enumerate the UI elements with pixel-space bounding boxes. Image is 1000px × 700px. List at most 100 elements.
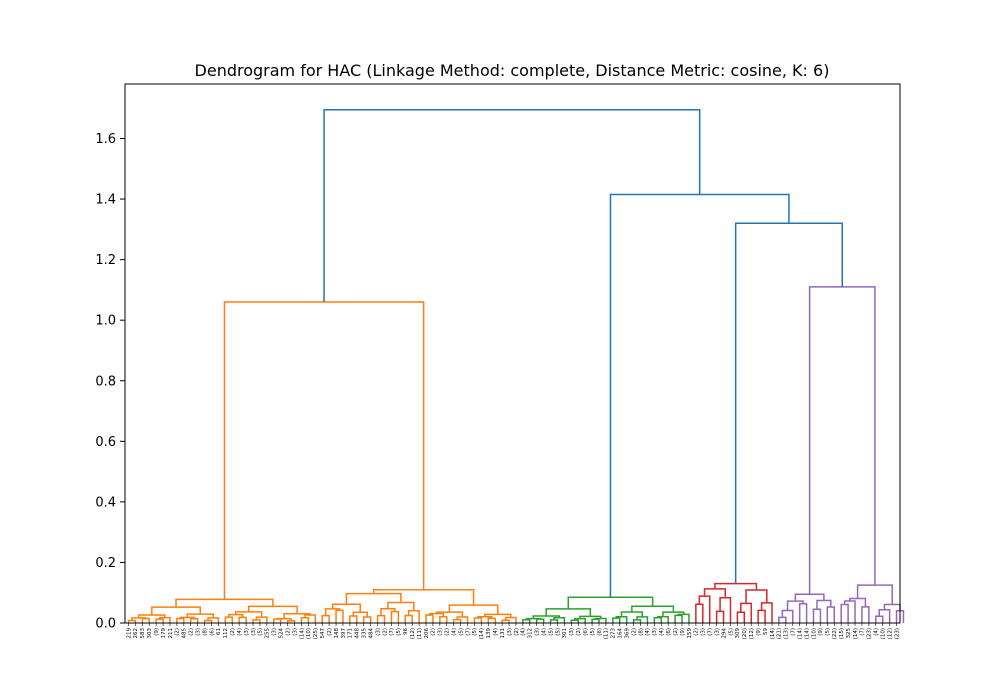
green-cluster-link [662,611,685,617]
orange-cluster-link [224,616,234,623]
leaf-label: (2) [230,628,236,636]
leaf-label: 547 [320,628,326,639]
leaf-label: (2) [445,628,451,636]
green-cluster-link [553,616,566,623]
leaf-label: 131 [500,628,506,639]
orange-cluster-link [203,619,213,623]
orange-cluster-link [207,617,220,623]
leaf-label: (4) [521,628,527,636]
leaf-label: (9) [154,628,160,636]
orange-cluster-link [387,601,415,611]
leaf-label: (4) [541,628,547,636]
leaf-label: (7) [708,628,714,636]
leaf-label: (12) [749,628,755,639]
purple-cluster-link [840,603,849,623]
purple-cluster-link [875,615,884,623]
leaf-label: (3) [251,628,257,636]
y-tick-label: 1.0 [95,314,116,329]
leaf-label: (4) [451,628,457,636]
leaf-label: (6) [209,628,215,636]
green-cluster-link [631,605,675,613]
green-cluster-link [522,618,531,623]
purple-cluster-link [826,606,836,623]
top-link-red-purple [734,222,844,584]
y-tick-label: 0.2 [95,556,116,571]
leaf-label: (4) [659,628,665,636]
orange-cluster-link [487,617,496,623]
leaf-label: (2) [382,628,388,636]
leaf-label: (13) [784,628,790,639]
leaf-label: 303 [147,628,153,639]
top-link-root [323,108,701,303]
orange-cluster-link [425,614,434,623]
leaf-label: 262 [133,628,139,639]
orange-cluster-link [439,616,448,623]
purple-cluster-link [781,609,794,623]
leaf-label: 335 [362,628,368,639]
red-cluster-link [715,610,725,623]
purple-cluster-link [878,608,891,623]
orange-cluster-link [428,612,445,617]
purple-cluster-link [816,599,832,610]
orange-cluster-link [345,592,402,605]
orange-cluster-link [273,618,282,623]
dendrogram-links [127,108,905,623]
leaf-label: (3) [375,628,381,636]
orange-cluster-link [141,617,150,623]
y-tick-label: 1.2 [95,253,116,268]
leaf-label: (5) [728,628,734,636]
leaf-label: (3) [569,628,575,636]
leaf-label: (2) [175,628,181,636]
leaf-label: (2) [285,628,291,636]
leaf-label: (9) [756,628,762,636]
green-cluster-link [532,615,560,619]
leaf-label: (15) [839,628,845,639]
leaf-label: (5) [472,628,478,636]
leaf-label: (4) [874,628,880,636]
leaf-label: (2) [431,628,437,636]
purple-cluster-link [798,603,808,623]
orange-cluster-link [238,616,247,623]
leaf-label: (5) [258,628,264,636]
red-cluster-link [719,597,732,623]
orange-cluster-link [448,604,499,615]
red-cluster-link [736,611,746,623]
leaf-label: (5) [396,628,402,636]
leaf-label: (3) [292,628,298,636]
orange-cluster-link [324,608,341,616]
leaf-label: 524 [278,628,284,639]
leaf-label: (4) [493,628,499,636]
chart-title: Dendrogram for HAC (Linkage Method: comp… [195,61,830,80]
green-cluster-link [549,619,559,623]
orange-cluster-link [158,616,171,623]
leaf-label: 96 [403,628,409,635]
leaf-label: (14) [804,628,810,639]
orange-cluster-link [304,614,317,623]
leaf-label: 59 [763,628,769,635]
leaf-label: (7) [389,628,395,636]
orange-cluster-link [376,614,386,623]
leaf-label: (14) [853,628,859,639]
leaf-label: 61 [216,628,222,635]
orange-cluster-link [321,614,330,623]
y-tick-label: 0.4 [95,495,116,510]
leaf-label: (22) [832,628,838,639]
leaf-label: (6) [666,628,672,636]
leaf-label: (9) [680,628,686,636]
red-cluster-link [698,595,711,623]
green-cluster-link [594,617,607,623]
green-cluster-link [567,596,654,609]
leaf-label: (21) [777,628,783,639]
leaf-label: (4) [645,628,651,636]
leaf-label: 112 [223,628,229,639]
leaf-label: 312 [528,628,534,639]
leaf-label: (5) [590,628,596,636]
leaf-label: (20) [742,628,748,639]
leaf-label: (6) [583,628,589,636]
leaf-label: (14) [479,628,485,639]
leaf-label: (10) [306,628,312,639]
leaf-label: (7) [791,628,797,636]
leaf-label: 301 [562,628,568,639]
green-cluster-link [674,614,683,623]
